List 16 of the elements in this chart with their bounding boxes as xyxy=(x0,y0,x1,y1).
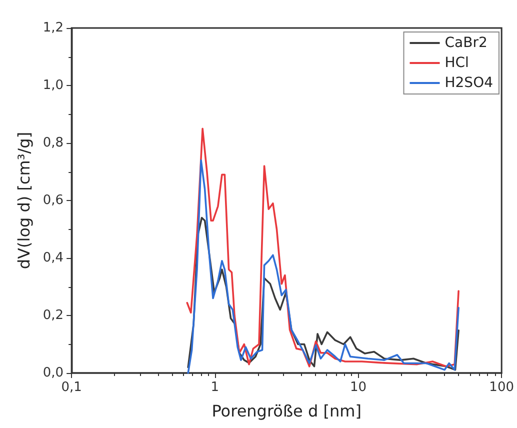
y-tick-label: 0,2 xyxy=(42,308,64,323)
legend-label: CaBr2 xyxy=(444,35,488,51)
legend-label: HCl xyxy=(444,55,469,71)
y-tick-label: 0,8 xyxy=(42,136,64,150)
x-tick-label: 1 xyxy=(210,380,220,395)
y-tick-label: 0,4 xyxy=(42,250,64,266)
x-tick-label: 0,1 xyxy=(61,380,82,395)
x-tick-label: 10 xyxy=(350,380,367,395)
x-axis-title: Porengröße d [nm] xyxy=(212,402,362,420)
y-tick-label: 1,2 xyxy=(42,20,64,36)
y-axis-title: dV(log d) [cm³/g] xyxy=(14,132,34,270)
x-tick-label: 100 xyxy=(489,380,514,395)
legend-label: H2SO4 xyxy=(444,75,494,91)
y-tick-label: 0,6 xyxy=(42,193,64,208)
y-tick-label: 0,0 xyxy=(42,366,64,380)
y-tick-label: 1,0 xyxy=(42,78,64,93)
